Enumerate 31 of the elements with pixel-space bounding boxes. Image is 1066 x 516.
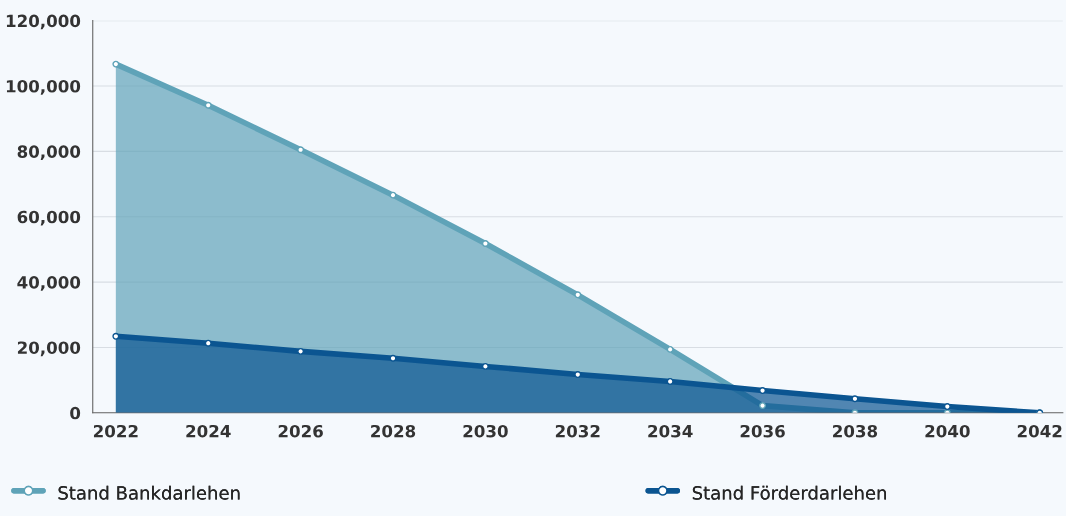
y-tick-label: 60,000	[17, 210, 81, 226]
point	[389, 191, 397, 199]
x-tick-label: 2036	[740, 424, 785, 438]
point	[851, 395, 859, 403]
point	[112, 332, 120, 340]
x-tick-label: 2034	[648, 424, 693, 438]
point	[112, 60, 120, 68]
point	[574, 291, 582, 299]
x-tick-label: 2022	[93, 424, 138, 438]
legend-label: Stand Förderdarlehen	[692, 485, 886, 500]
x-tick-label: 2028	[371, 424, 416, 438]
y-tick-label: 20,000	[17, 341, 81, 357]
x-tick-label: 2042	[1017, 424, 1062, 438]
x-tick-label: 2032	[555, 424, 600, 438]
x-tick-label: 2026	[278, 424, 323, 438]
y-tick-label: 80,000	[17, 145, 81, 161]
point	[204, 101, 212, 109]
point	[297, 146, 305, 154]
y-tick-label: 120,000	[6, 14, 81, 30]
point	[389, 354, 397, 362]
x-tick-label: 2040	[925, 424, 970, 438]
y-tick-label: 100,000	[6, 79, 81, 95]
point	[759, 402, 767, 410]
y-tick-label: 0	[70, 406, 81, 420]
point	[481, 240, 489, 247]
legend-label: Stand Bankdarlehen	[58, 485, 240, 500]
point	[666, 345, 674, 353]
y-tick-label: 40,000	[17, 276, 81, 291]
x-tick-label: 2038	[833, 424, 878, 438]
x-tick-label: 2024	[186, 424, 231, 438]
x-tick-label: 2030	[463, 424, 508, 438]
